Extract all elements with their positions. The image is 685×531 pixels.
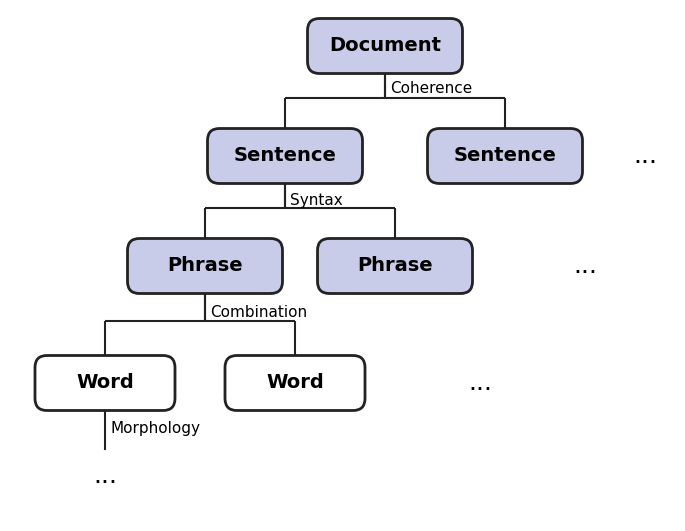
Text: Syntax: Syntax bbox=[290, 193, 342, 209]
Text: Phrase: Phrase bbox=[167, 256, 242, 276]
Text: Sentence: Sentence bbox=[453, 147, 556, 166]
FancyBboxPatch shape bbox=[35, 355, 175, 410]
FancyBboxPatch shape bbox=[208, 129, 362, 184]
Text: Combination: Combination bbox=[210, 305, 307, 321]
FancyBboxPatch shape bbox=[225, 355, 365, 410]
FancyBboxPatch shape bbox=[318, 238, 473, 294]
Text: ...: ... bbox=[93, 464, 117, 488]
Text: Word: Word bbox=[76, 373, 134, 392]
Text: Document: Document bbox=[329, 37, 441, 56]
Text: Phrase: Phrase bbox=[357, 256, 433, 276]
Text: Word: Word bbox=[266, 373, 324, 392]
Text: Coherence: Coherence bbox=[390, 81, 472, 97]
Text: ...: ... bbox=[633, 144, 657, 168]
Text: ...: ... bbox=[573, 254, 597, 278]
FancyBboxPatch shape bbox=[308, 19, 462, 73]
Text: Morphology: Morphology bbox=[110, 422, 200, 436]
FancyBboxPatch shape bbox=[127, 238, 282, 294]
Text: Sentence: Sentence bbox=[234, 147, 336, 166]
Text: ...: ... bbox=[468, 371, 492, 395]
FancyBboxPatch shape bbox=[427, 129, 582, 184]
